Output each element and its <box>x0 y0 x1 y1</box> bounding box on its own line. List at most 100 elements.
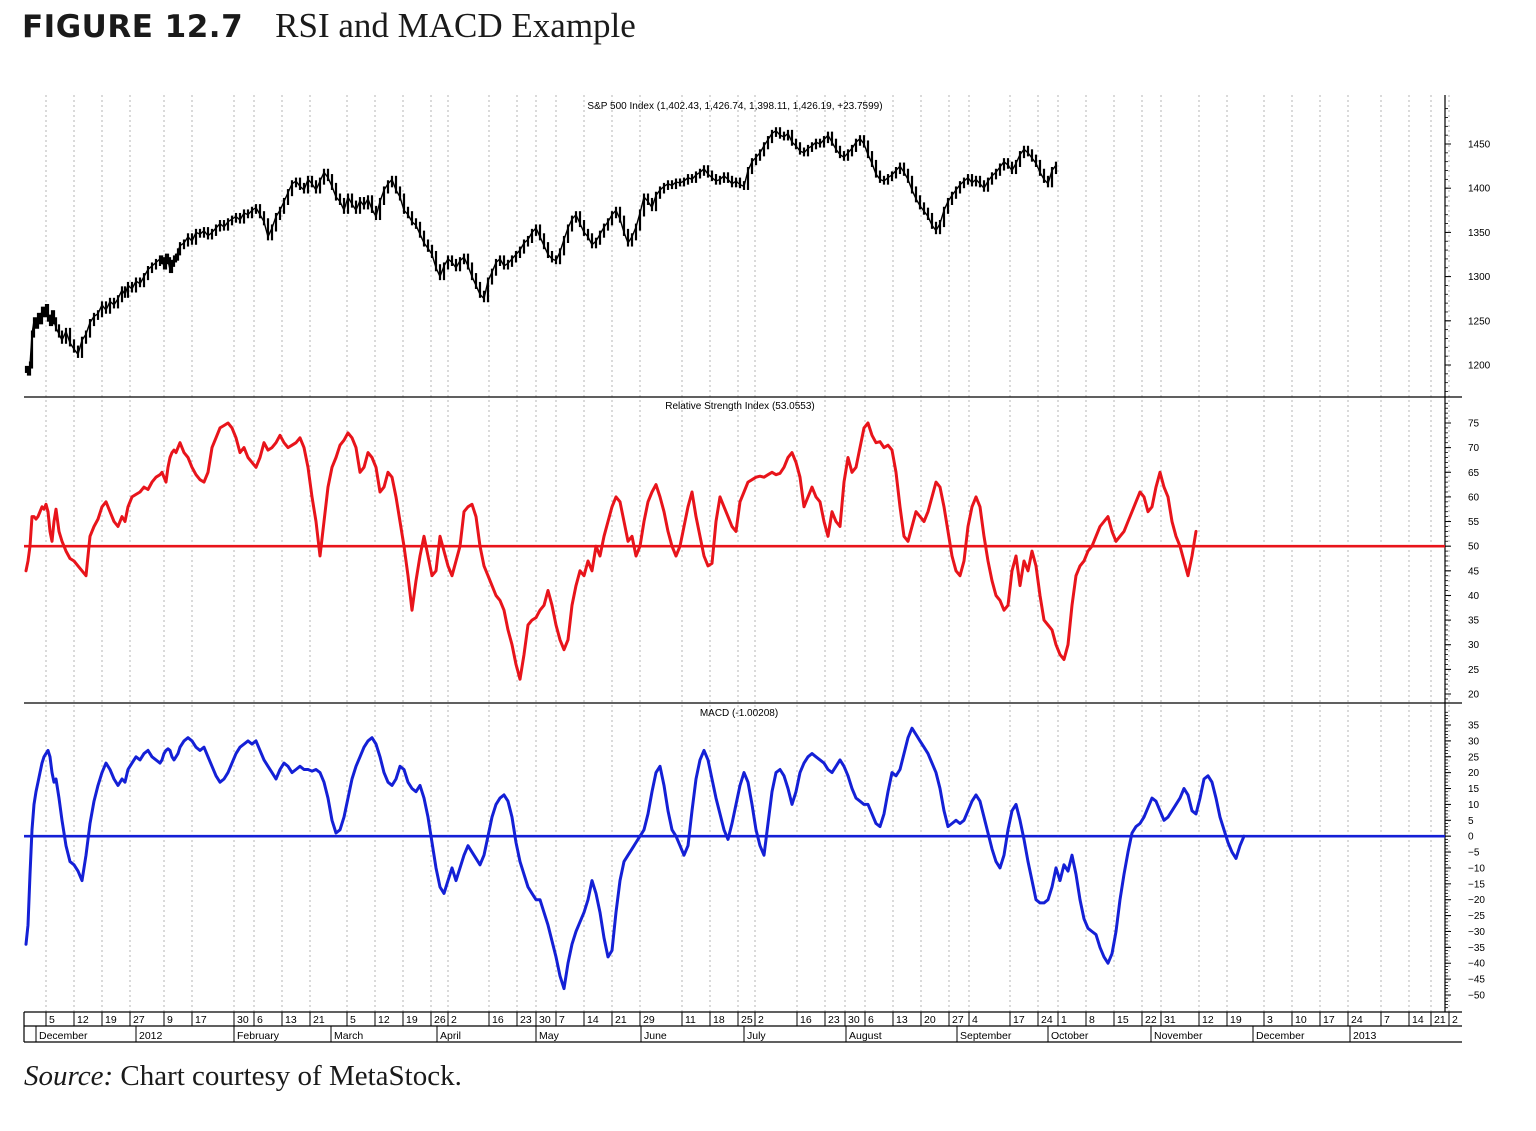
rsi-panel-title: Relative Strength Index (53.0553) <box>665 401 815 412</box>
date-day-label: 7 <box>1384 1014 1390 1026</box>
macd-panel-title: MACD (-1.00208) <box>700 708 778 719</box>
date-day-label: 12 <box>77 1014 89 1026</box>
price-axis-tick-label: 1450 <box>1468 140 1491 151</box>
rsi-axis-tick-label: 40 <box>1468 591 1480 602</box>
date-day-label: 23 <box>828 1014 840 1026</box>
date-month-label: March <box>334 1030 363 1042</box>
date-day-label: 7 <box>559 1014 565 1026</box>
rsi-axis-tick-label: 70 <box>1468 443 1480 454</box>
figure-title: RSI and MACD Example <box>275 6 636 45</box>
macd-axis-tick-label: 35 <box>1468 721 1480 732</box>
date-month-label: December <box>39 1030 88 1042</box>
date-day-label: 13 <box>896 1014 908 1026</box>
macd-axis-tick-label: −45 <box>1468 975 1485 986</box>
date-month-label: September <box>960 1030 1012 1042</box>
price-axis-labels: 1200125013001350140014502025303540455055… <box>1468 140 1491 1002</box>
macd-axis-tick-label: −40 <box>1468 959 1485 970</box>
macd-axis-tick-label: −50 <box>1468 991 1485 1002</box>
macd-axis-tick-label: 25 <box>1468 752 1480 763</box>
date-day-label: 16 <box>800 1014 812 1026</box>
date-month-label: 2012 <box>139 1030 163 1042</box>
date-day-label: 21 <box>313 1014 325 1026</box>
date-day-label: 19 <box>1230 1014 1242 1026</box>
date-day-label: 14 <box>1412 1014 1424 1026</box>
date-day-label: 6 <box>868 1014 874 1026</box>
date-month-label: November <box>1154 1030 1203 1042</box>
rsi-axis-tick-label: 25 <box>1468 665 1480 676</box>
rsi-axis-tick-label: 60 <box>1468 492 1480 503</box>
figure-label: FIGURE 12.7 <box>22 9 244 45</box>
macd-axis-tick-label: 30 <box>1468 736 1480 747</box>
date-day-label: 31 <box>1164 1014 1176 1026</box>
date-month-label: April <box>440 1030 461 1042</box>
series <box>24 127 1246 991</box>
date-day-label: 1 <box>1061 1014 1067 1026</box>
date-day-label: 24 <box>1351 1014 1363 1026</box>
date-day-label: 21 <box>615 1014 627 1026</box>
date-day-label: 25 <box>741 1014 753 1026</box>
rsi-axis-tick-label: 65 <box>1468 468 1480 479</box>
date-day-label: 17 <box>1013 1014 1025 1026</box>
date-day-label: 12 <box>1202 1014 1214 1026</box>
price-axis-tick-label: 1200 <box>1468 361 1491 372</box>
macd-axis-tick-label: −5 <box>1468 848 1480 859</box>
date-day-label: 11 <box>685 1014 696 1026</box>
macd-axis-tick-label: 10 <box>1468 800 1480 811</box>
date-day-label: 2 <box>451 1014 457 1026</box>
date-day-label: 30 <box>848 1014 860 1026</box>
date-month-label: July <box>747 1030 766 1042</box>
macd-line <box>24 726 1246 991</box>
date-day-label: 4 <box>972 1014 978 1026</box>
date-day-label: 10 <box>1295 1014 1307 1026</box>
price-axis-tick-label: 1350 <box>1468 228 1491 239</box>
rsi-axis-tick-label: 75 <box>1468 419 1480 430</box>
date-day-label: 30 <box>539 1014 551 1026</box>
macd-axis-tick-label: −25 <box>1468 911 1485 922</box>
price-axis-tick-label: 1400 <box>1468 184 1491 195</box>
date-axis: 5 12 19 27 9 17 30 6 13 21 5 12 19 26 2 16 23 30 7 14 21 29 11… <box>35 1012 1458 1042</box>
date-day-label: 30 <box>237 1014 249 1026</box>
source-label: Source: <box>24 1060 114 1092</box>
macd-axis-tick-label: 15 <box>1468 784 1480 795</box>
date-day-label: 5 <box>350 1014 356 1026</box>
date-day-label: 15 <box>1117 1014 1129 1026</box>
chart-frame <box>23 95 1462 1043</box>
date-day-label: 18 <box>713 1014 725 1026</box>
date-day-label: 27 <box>133 1014 145 1026</box>
macd-axis-tick-label: 5 <box>1468 816 1474 827</box>
macd-axis-tick-label: −10 <box>1468 863 1485 874</box>
date-day-label: 29 <box>643 1014 655 1026</box>
date-day-label: 3 <box>1267 1014 1273 1026</box>
date-month-label: May <box>539 1030 560 1042</box>
date-day-label: 20 <box>924 1014 936 1026</box>
source-text: Chart courtesy of MetaStock. <box>120 1060 462 1092</box>
source-line: Source: Chart courtesy of MetaStock. <box>24 1060 462 1093</box>
rsi-axis-tick-label: 45 <box>1468 566 1480 577</box>
macd-axis-tick-label: −35 <box>1468 943 1485 954</box>
price-series <box>24 127 1058 376</box>
date-day-label: 17 <box>1323 1014 1335 1026</box>
macd-axis-tick-label: 0 <box>1468 832 1474 843</box>
date-day-label: 23 <box>520 1014 532 1026</box>
gridlines <box>45 95 1450 1012</box>
rsi-axis-tick-label: 35 <box>1468 616 1480 627</box>
price-axis-tick-label: 1300 <box>1468 272 1491 283</box>
date-day-label: 26 <box>434 1014 446 1026</box>
rsi-axis-tick-label: 20 <box>1468 690 1480 701</box>
date-day-label: 27 <box>952 1014 964 1026</box>
date-month-label: December <box>1256 1030 1305 1042</box>
date-day-label: 17 <box>195 1014 207 1026</box>
date-day-label: 9 <box>167 1014 173 1026</box>
rsi-axis-tick-label: 50 <box>1468 542 1480 553</box>
date-day-label: 2 <box>758 1014 764 1026</box>
date-day-label: 8 <box>1089 1014 1095 1026</box>
macd-axis-tick-label: −15 <box>1468 879 1485 890</box>
date-day-label: 14 <box>587 1014 599 1026</box>
date-day-label: 13 <box>285 1014 297 1026</box>
date-month-label: June <box>644 1030 667 1042</box>
date-day-label: 6 <box>257 1014 263 1026</box>
rsi-axis-tick-label: 30 <box>1468 640 1480 651</box>
reference-lines <box>24 544 1445 838</box>
figure-caption: FIGURE 12.7 RSI and MACD Example <box>22 6 636 56</box>
